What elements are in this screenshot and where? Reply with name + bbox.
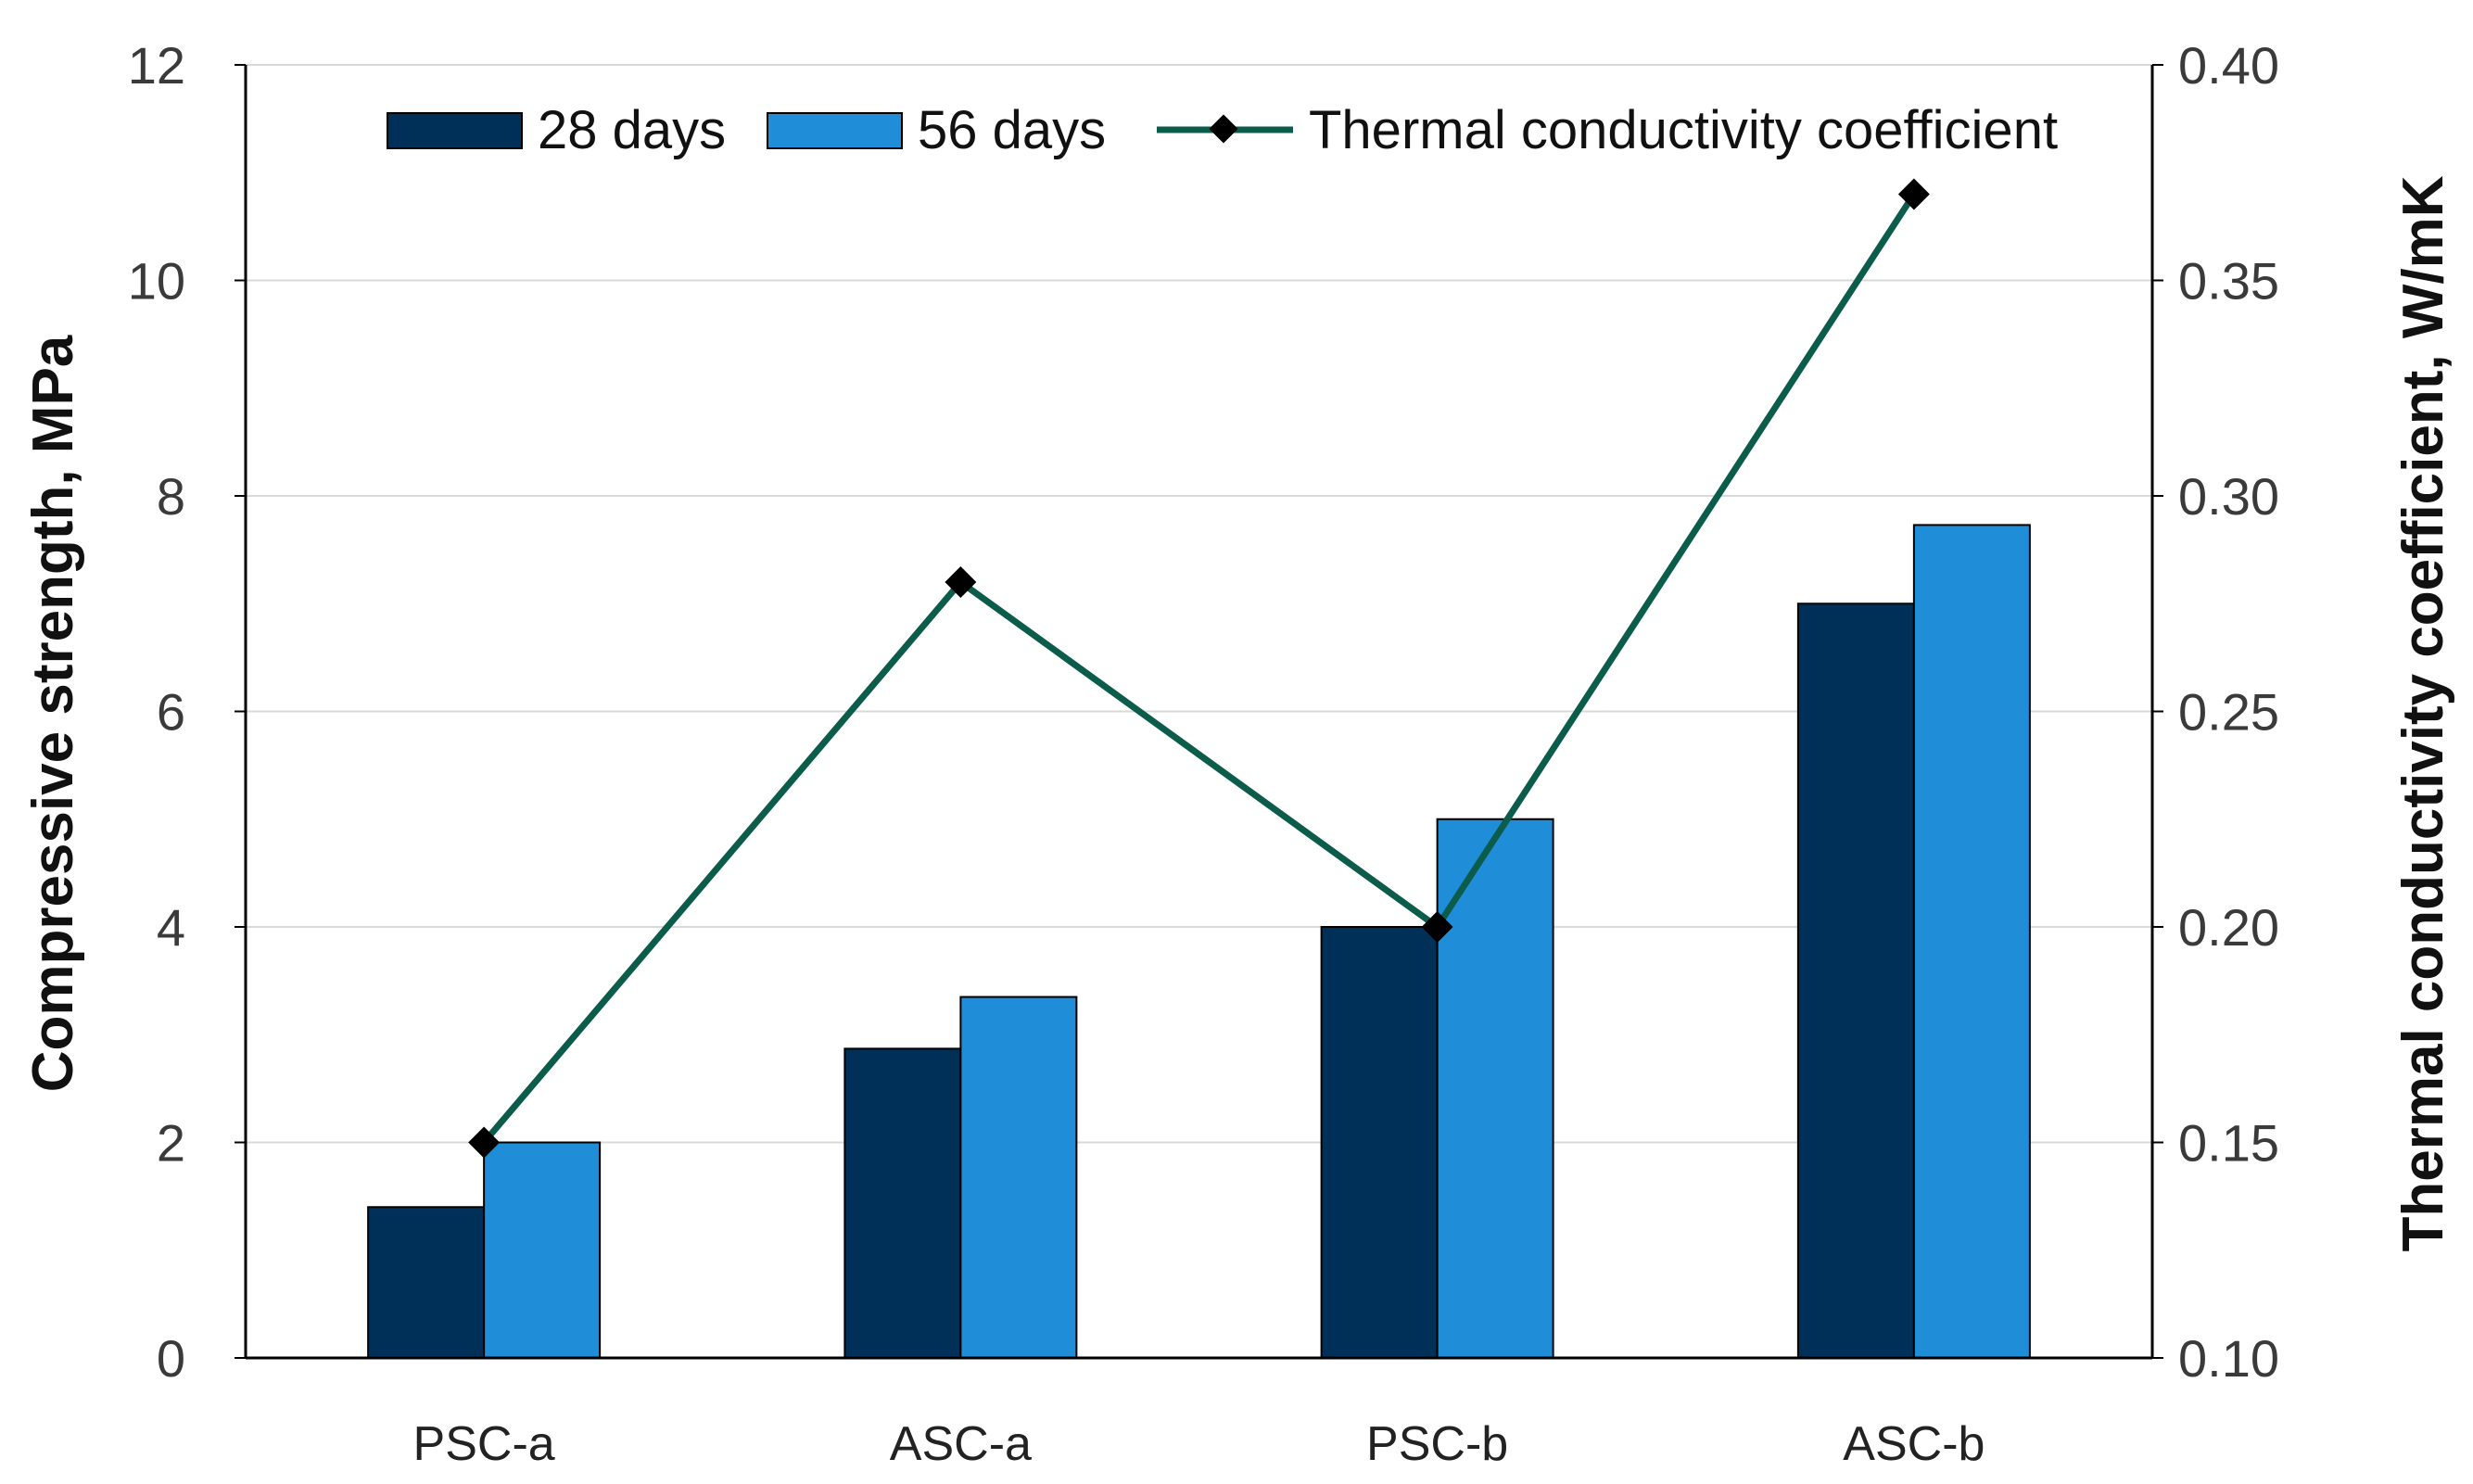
bar-28-days-psc-b [1320,926,1439,1359]
y2-tick-label: 0.40 [2178,36,2279,95]
bar-28-days-asc-a [843,1047,962,1360]
legend-marker-thermal [1209,114,1238,144]
y2-tick-label: 0.25 [2178,683,2279,742]
y-tick-label: 12 [128,36,185,95]
x-tick-label: ASC-a [890,1417,1032,1471]
y-axis-title: Compressive strength, MPa [21,335,85,1092]
bar-56-days-asc-a [959,996,1078,1359]
legend-swatch-56-days [767,112,903,149]
y-tick-label: 4 [157,898,185,957]
x-tick-label: ASC-b [1843,1417,1985,1471]
x-tick-label: PSC-a [413,1417,555,1471]
legend-swatch-28-days [387,112,523,149]
axes [235,64,2163,1360]
y-tick-label: 2 [157,1114,185,1173]
bar-56-days-asc-b [1912,524,2031,1359]
y2-axis-title: Thermal conductivity coefficient, W/mK [2391,175,2455,1251]
y2-tick-label: 0.30 [2178,467,2279,526]
thermal-conductivity-polyline [481,192,1917,1145]
thermal-point-asc-a [945,566,977,598]
legend: 28 days 56 days Thermal conductivity coe… [387,100,2058,160]
tick-labels: 0 2 4 6 8 10 12 0.10 0.15 0.20 0.25 0.30 0.35 0.40 PSC… [128,36,2279,1471]
thermal-conductivity-line [468,178,1930,1159]
y-tick-label: 6 [157,683,185,742]
thermal-point-psc-a [468,1126,501,1159]
x-tick-label: PSC-b [1366,1417,1508,1471]
y2-tick-label: 0.20 [2178,898,2279,957]
y-tick-label: 0 [157,1329,185,1388]
thermal-point-psc-b [1421,911,1453,943]
y2-tick-label: 0.10 [2178,1329,2279,1388]
y-tick-label: 10 [128,252,185,311]
legend-label-thermal: Thermal conductivity coefficient [1309,100,2058,160]
bars [367,524,2031,1360]
legend-label-56-days: 56 days [918,100,1106,160]
y-tick-label: 8 [157,467,185,526]
bar-28-days-psc-a [367,1206,486,1359]
legend-label-28-days: 28 days [538,100,726,160]
y2-tick-label: 0.15 [2178,1114,2279,1173]
y2-tick-label: 0.35 [2178,252,2279,311]
bar-56-days-psc-a [483,1141,602,1359]
bar-28-days-asc-b [1796,602,1915,1359]
